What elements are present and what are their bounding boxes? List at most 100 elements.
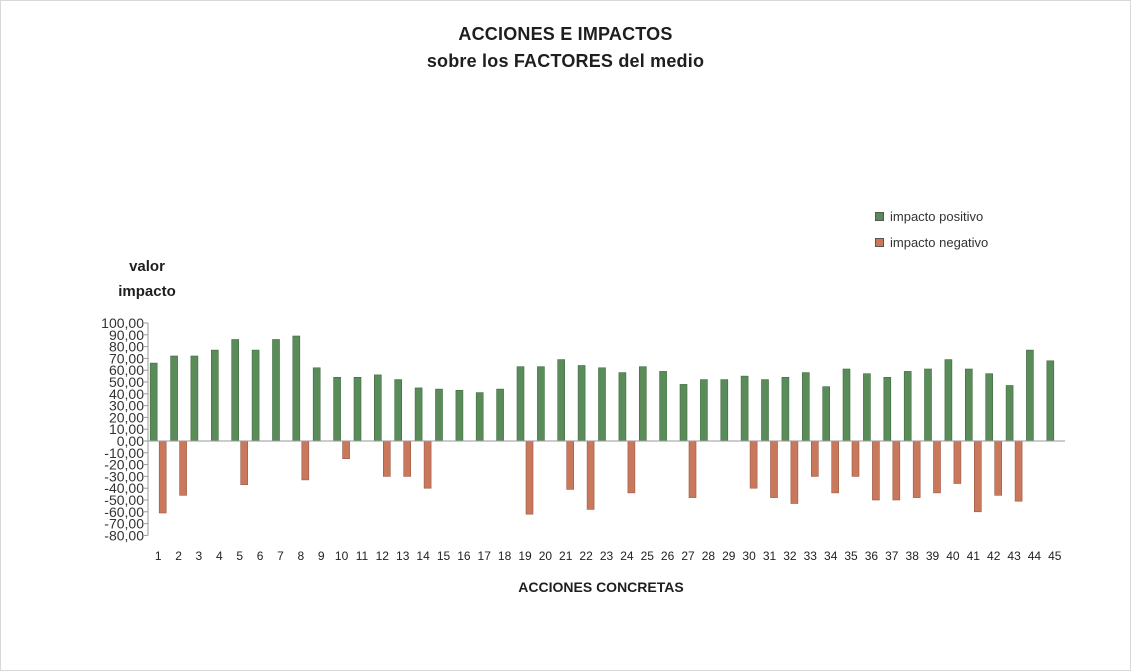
- x-tick-label: 1: [155, 549, 162, 563]
- bar-negativo: [566, 440, 575, 490]
- bar-negativo: [912, 440, 921, 498]
- x-tick-label: 34: [824, 549, 838, 563]
- bar-positivo: [781, 376, 790, 442]
- x-tick-label: 35: [844, 549, 858, 563]
- x-tick-label: 30: [742, 549, 756, 563]
- x-tick-label: 25: [641, 549, 655, 563]
- x-tick-label: 22: [579, 549, 593, 563]
- bar-positivo: [435, 388, 443, 442]
- x-tick-label: 17: [478, 549, 492, 563]
- x-tick-label: 39: [926, 549, 940, 563]
- bar-positivo: [924, 368, 932, 442]
- bar-negativo: [892, 440, 901, 501]
- bar-positivo: [170, 355, 178, 442]
- x-tick-label: 24: [620, 549, 634, 563]
- bar-positivo: [272, 339, 280, 442]
- x-tick-label: 31: [763, 549, 777, 563]
- bar-positivo: [231, 339, 239, 442]
- x-tick-label: 7: [277, 549, 284, 563]
- y-tick-label: -80,00: [104, 527, 144, 543]
- legend-swatch-positivo: [875, 211, 884, 221]
- y-tick-label: -70,00: [104, 516, 144, 532]
- x-tick-label: 12: [376, 549, 390, 563]
- bar-positivo: [1005, 385, 1014, 442]
- chart-subtitle: sobre los FACTORES del medio: [426, 51, 705, 71]
- bar-negativo: [810, 440, 819, 477]
- bar-positivo: [251, 349, 260, 442]
- bar-positivo: [638, 366, 647, 442]
- x-axis-label: ACCIONES CONCRETAS: [518, 579, 684, 595]
- y-tick-label: 90,00: [109, 327, 144, 343]
- bar-positivo: [1026, 349, 1034, 442]
- x-tick-label: 14: [416, 549, 430, 563]
- bar-negativo: [933, 440, 941, 494]
- x-tick-label: 44: [1028, 549, 1042, 563]
- bar-positivo: [944, 359, 953, 442]
- bar-positivo: [740, 375, 749, 442]
- x-tick-label: 16: [457, 549, 471, 563]
- x-tick-label: 19: [518, 549, 532, 563]
- x-tick-label: 32: [783, 549, 797, 563]
- bar-negativo: [158, 440, 167, 514]
- bar-positivo: [659, 371, 667, 442]
- x-tick-label: 29: [722, 549, 736, 563]
- bar-negativo: [627, 440, 636, 494]
- bar-positivo: [903, 371, 912, 442]
- y-tick-label: 60,00: [109, 362, 144, 378]
- y-tick-label: -50,00: [104, 492, 144, 508]
- y-tick-label: 100,00: [101, 315, 144, 331]
- legend-swatch-negativo: [875, 237, 884, 247]
- bar-positivo: [1046, 360, 1055, 442]
- y-tick-label: 80,00: [109, 339, 144, 355]
- bar-negativo: [1014, 440, 1023, 502]
- bar-positivo: [598, 367, 606, 442]
- bar-negativo: [790, 440, 799, 504]
- x-tick-label: 5: [236, 549, 243, 563]
- x-tick-label: 33: [804, 549, 818, 563]
- bar-positivo: [557, 359, 566, 442]
- legend-item-positivo: impacto positivo: [875, 203, 988, 229]
- bar-positivo: [455, 389, 464, 442]
- y-tick-label: -30,00: [104, 468, 144, 484]
- bar-positivo: [822, 386, 831, 442]
- bar-negativo: [240, 440, 248, 486]
- y-tick-label: -10,00: [104, 445, 144, 461]
- bar-positivo: [801, 372, 810, 442]
- y-tick-label: 10,00: [109, 421, 144, 437]
- x-tick-label: 13: [396, 549, 410, 563]
- y-tick-label: 30,00: [109, 398, 144, 414]
- bar-positivo: [842, 368, 851, 442]
- x-tick-label: 26: [661, 549, 675, 563]
- y-tick-label: -60,00: [104, 504, 144, 520]
- x-tick-label: 21: [559, 549, 573, 563]
- bar-negativo: [688, 440, 697, 498]
- bar-positivo: [353, 376, 362, 442]
- x-tick-label: 43: [1007, 549, 1021, 563]
- bar-positivo: [618, 372, 627, 442]
- bar-positivo: [373, 374, 382, 442]
- bar-negativo: [423, 440, 432, 489]
- x-tick-label: 18: [498, 549, 512, 563]
- y-tick-label: 50,00: [109, 374, 144, 390]
- bar-positivo: [394, 379, 403, 442]
- x-tick-label: 42: [987, 549, 1001, 563]
- bar-negativo: [301, 440, 310, 481]
- legend-item-negativo: impacto negativo: [875, 229, 988, 255]
- x-tick-label: 23: [600, 549, 614, 563]
- x-tick-label: 3: [196, 549, 203, 563]
- bar-positivo: [537, 366, 545, 442]
- bar-negativo: [831, 440, 840, 494]
- x-tick-label: 41: [967, 549, 981, 563]
- y-tick-label: 0,00: [117, 433, 144, 449]
- x-tick-label: 27: [681, 549, 695, 563]
- x-tick-label: 36: [865, 549, 879, 563]
- bar-positivo: [312, 367, 321, 442]
- bar-positivo: [863, 373, 871, 442]
- x-tick-label: 40: [946, 549, 960, 563]
- x-tick-label: 15: [437, 549, 451, 563]
- bar-positivo: [964, 368, 973, 442]
- bar-positivo: [516, 366, 525, 442]
- bar-negativo: [525, 440, 534, 515]
- bar-positivo: [149, 362, 158, 442]
